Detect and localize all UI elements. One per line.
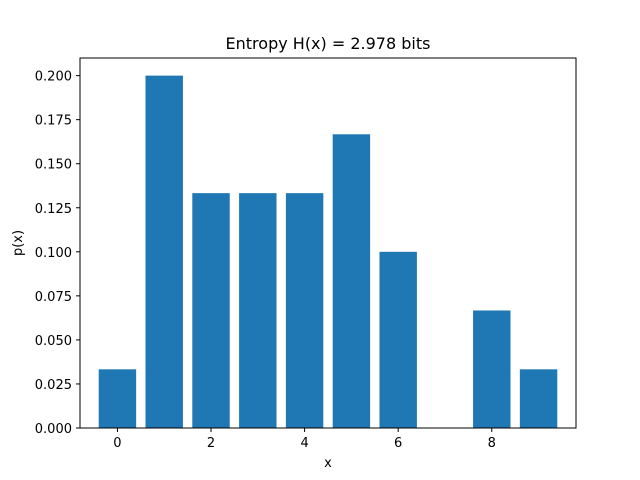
- bar-x-4: [285, 193, 324, 428]
- bar-x-6: [379, 251, 417, 428]
- x-tick-label: 2: [207, 436, 215, 451]
- chart-title: Entropy H(x) = 2.978 bits: [226, 34, 431, 53]
- bar-x-2: [192, 193, 230, 428]
- plot-frame: [79, 57, 577, 429]
- y-tick-label: 0.050: [35, 334, 72, 349]
- x-axis-label: x: [324, 456, 332, 471]
- y-ticks-group: 0.000 0.025 0.050 0.075 0.100 0.125 0.150 0.175…: [35, 70, 80, 437]
- y-tick-label: 0.200: [35, 70, 72, 85]
- y-tick-label: 0.125: [35, 202, 72, 217]
- y-tick-label: 0.150: [35, 158, 72, 173]
- bar-x-0: [98, 369, 137, 428]
- x-tick-label: 4: [300, 436, 308, 451]
- x-tick-label: 8: [488, 436, 496, 451]
- x-ticks-group: 0 2 4 6 8: [113, 428, 496, 451]
- bar-x-1: [145, 75, 183, 428]
- y-axis-label: p(x): [11, 230, 26, 256]
- bar-x-3: [239, 193, 277, 428]
- y-tick-label: 0.100: [35, 246, 72, 261]
- bars-group: [98, 75, 558, 429]
- y-tick-label: 0.175: [35, 114, 72, 129]
- x-tick-label: 6: [394, 436, 402, 451]
- bar-x-9: [519, 369, 558, 428]
- x-tick-label: 0: [113, 436, 121, 451]
- y-tick-label: 0.025: [35, 378, 72, 393]
- bar-x-5: [332, 134, 371, 429]
- bar-x-8: [473, 310, 511, 428]
- y-tick-label: 0.075: [35, 290, 72, 305]
- y-tick-label: 0.000: [35, 422, 72, 437]
